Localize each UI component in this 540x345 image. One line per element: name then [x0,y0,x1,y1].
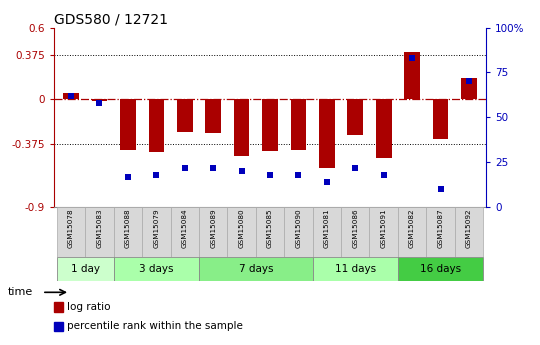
Text: GSM15079: GSM15079 [153,208,159,248]
Text: percentile rank within the sample: percentile rank within the sample [67,321,243,331]
Bar [54,303,63,312]
Text: GDS580 / 12721: GDS580 / 12721 [54,12,168,27]
Text: time: time [8,287,33,297]
Point [152,172,160,177]
Bar [148,99,164,152]
Text: GSM15090: GSM15090 [295,208,301,248]
Point [464,79,473,84]
Bar [256,207,284,257]
Bar [291,99,306,150]
Text: log ratio: log ratio [67,302,111,312]
Bar [369,207,398,257]
Point [380,172,388,177]
Bar [142,207,171,257]
Text: GSM15081: GSM15081 [324,208,330,248]
Text: 11 days: 11 days [335,264,376,274]
Bar [199,207,227,257]
Bar [63,93,79,99]
Bar [227,207,256,257]
Bar [313,207,341,257]
Bar [347,99,363,135]
Bar [205,99,221,133]
Text: GSM15080: GSM15080 [239,208,245,248]
Bar [199,257,313,281]
Text: 7 days: 7 days [239,264,273,274]
Bar [341,207,369,257]
Text: GSM15078: GSM15078 [68,208,74,248]
Bar [455,207,483,257]
Text: 1 day: 1 day [71,264,100,274]
Bar [85,207,114,257]
Point [322,179,331,185]
Point [237,168,246,174]
Point [436,186,445,192]
Bar [92,99,107,100]
Point [124,174,132,179]
Point [408,55,416,61]
Bar [433,99,448,139]
Bar [177,99,193,132]
Bar [120,99,136,150]
Text: GSM15084: GSM15084 [182,208,188,248]
Point [67,93,76,99]
Bar [404,51,420,99]
Text: GSM15082: GSM15082 [409,208,415,248]
Bar [398,207,426,257]
Bar [114,207,142,257]
Text: 16 days: 16 days [420,264,461,274]
Text: GSM15086: GSM15086 [352,208,358,248]
Bar [171,207,199,257]
Text: GSM15091: GSM15091 [381,208,387,248]
Point [209,165,218,170]
Point [351,165,360,170]
Bar [54,322,63,331]
Text: GSM15085: GSM15085 [267,208,273,248]
Bar [57,207,85,257]
Bar [57,257,114,281]
Bar [284,207,313,257]
Bar [461,78,477,99]
Bar [319,99,335,168]
Text: GSM15087: GSM15087 [437,208,443,248]
Text: GSM15088: GSM15088 [125,208,131,248]
Bar [262,99,278,151]
Text: GSM15089: GSM15089 [210,208,216,248]
Bar [426,207,455,257]
Point [294,172,303,177]
Text: GSM15092: GSM15092 [466,208,472,248]
Text: GSM15083: GSM15083 [97,208,103,248]
Bar [234,99,249,156]
Point [95,100,104,106]
Point [266,172,274,177]
Text: 3 days: 3 days [139,264,173,274]
Bar [376,99,392,158]
Bar [398,257,483,281]
Point [180,165,189,170]
Bar [313,257,398,281]
Bar [114,257,199,281]
